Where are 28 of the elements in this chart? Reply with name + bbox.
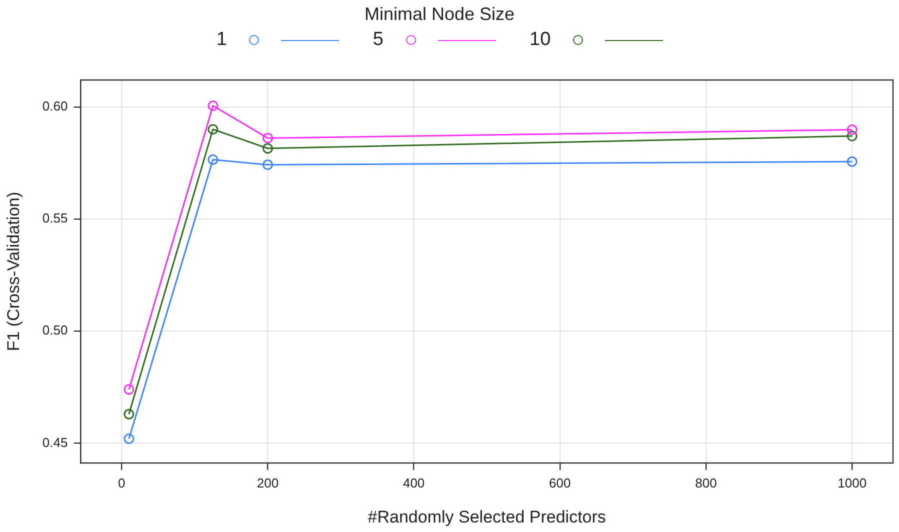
point	[124, 384, 134, 395]
legend-label: 10	[530, 29, 551, 51]
point	[208, 124, 218, 135]
y-tick-label: 0.50	[42, 322, 68, 338]
point	[262, 132, 273, 144]
y-tick-label: 0.60	[42, 98, 68, 114]
point	[208, 154, 218, 165]
point	[262, 160, 273, 170]
point	[124, 408, 134, 420]
point	[846, 124, 858, 136]
y-tick-label: 0.45	[42, 434, 68, 450]
y-tick-label: 0.55	[42, 210, 68, 226]
x-tick-label: 0	[118, 475, 126, 490]
point	[262, 143, 273, 154]
x-tick-label: 400	[402, 475, 425, 490]
legend-label: 1	[216, 29, 227, 51]
x-tick-label: 1000	[838, 475, 867, 490]
point	[208, 100, 218, 112]
point	[846, 130, 858, 142]
y-axis-title: F1 (Cross-Validation)	[4, 192, 23, 352]
point	[846, 156, 858, 167]
x-tick-label: 800	[695, 475, 717, 490]
x-tick-label: 200	[256, 475, 279, 490]
legend-title: Minimal Node Size	[363, 4, 516, 25]
x-axis-title: #Randomly Selected Predictors	[368, 507, 606, 526]
legend-label: 5	[372, 29, 384, 51]
x-tick-label: 600	[549, 475, 571, 490]
point	[124, 434, 134, 444]
